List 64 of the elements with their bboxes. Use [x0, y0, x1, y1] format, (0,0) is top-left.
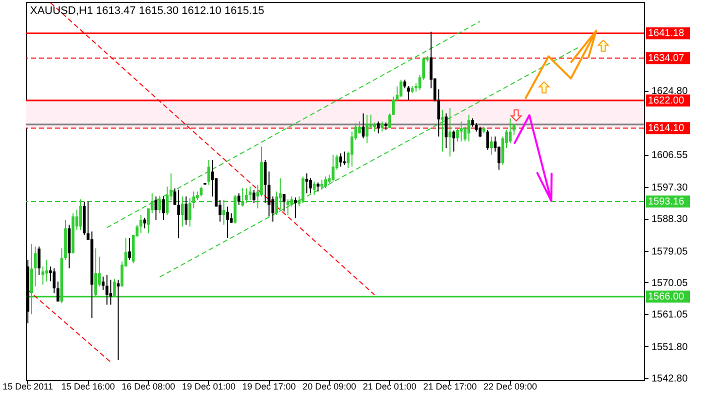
candlestick: [128, 238, 131, 260]
y-tick-label: 1570.05: [652, 278, 688, 289]
candlestick: [45, 259, 48, 282]
candlestick: [486, 129, 490, 150]
candlestick: [332, 154, 335, 182]
candlestick: [400, 79, 402, 98]
candlestick: [490, 136, 493, 156]
ref-line-label: 1622.00: [648, 95, 685, 106]
candlestick: [226, 206, 229, 239]
chart-title: XAUUSD,H1 1613.47 1615.30 1612.10 1615.15: [30, 5, 264, 17]
ref-line-label: 1634.07: [648, 53, 685, 64]
x-tick-label: 21 Dec 17:00: [423, 382, 477, 392]
y-tick-label: 1551.80: [652, 342, 688, 353]
candlestick: [282, 193, 286, 212]
x-tick-label: 22 Dec 09:00: [484, 382, 538, 392]
candlestick: [230, 212, 233, 224]
candlestick: [154, 196, 158, 220]
x-tick-label: 15 Dec 16:00: [61, 382, 115, 392]
candlestick: [312, 181, 316, 196]
candlestick: [56, 281, 60, 302]
candlestick: [324, 176, 327, 189]
y-tick-label: 1579.05: [652, 246, 688, 258]
candlestick: [143, 217, 146, 229]
x-tick-label: 19 Dec 17:00: [242, 382, 296, 392]
candlestick: [452, 130, 456, 152]
candlestick: [407, 86, 410, 100]
candlestick: [456, 128, 459, 142]
candlestick: [343, 151, 346, 166]
ref-line-label: 1614.10: [648, 123, 685, 134]
y-tick-label: 1588.30: [652, 214, 688, 225]
candlestick: [309, 178, 312, 194]
candlestick: [376, 120, 380, 134]
x-tick-label: 21 Dec 01:00: [362, 382, 416, 392]
y-tick-label: 1606.55: [652, 150, 688, 162]
candlestick: [106, 274, 108, 306]
x-tick-label: 20 Dec 09:00: [302, 382, 356, 392]
candlestick: [388, 112, 392, 129]
candlestick: [339, 152, 342, 168]
ref-line-label: 1566.00: [648, 292, 685, 303]
candlestick: [177, 189, 180, 239]
candlestick: [237, 192, 240, 206]
candlestick: [162, 196, 165, 220]
candlestick: [448, 108, 452, 157]
x-tick-label: 16 Dec 08:00: [122, 382, 176, 392]
candlestick: [366, 114, 368, 144]
candlestick: [380, 120, 384, 132]
candlestick: [316, 182, 320, 192]
y-tick-label: 1542.80: [652, 373, 688, 384]
y-tick-label: 1624.80: [652, 86, 688, 98]
candlestick: [294, 196, 297, 219]
candlestick: [38, 246, 41, 276]
candlestick: [252, 189, 256, 204]
x-tick-label: 15 Dec 2011: [2, 382, 53, 392]
candlestick: [139, 214, 142, 234]
candlestick: [478, 126, 482, 138]
candlestick: [184, 196, 188, 226]
ref-line-label: 1593.16: [648, 196, 685, 208]
ref-line-label: 1641.18: [648, 28, 685, 40]
candlestick: [102, 276, 105, 290]
x-tick-label: 19 Dec 01:00: [182, 382, 236, 392]
y-tick-label: 1597.30: [652, 182, 688, 194]
candlestick: [362, 112, 365, 139]
candlestick: [508, 118, 512, 144]
y-tick-label: 1561.05: [652, 309, 688, 320]
